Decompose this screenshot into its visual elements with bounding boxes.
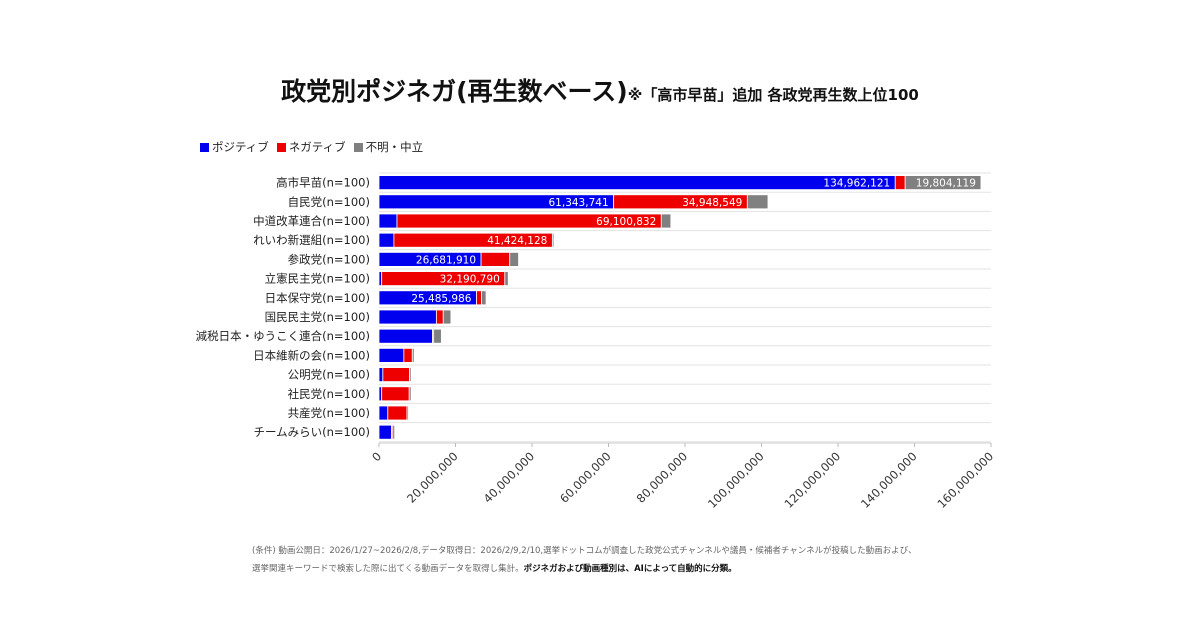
bar-segment (378, 424, 393, 440)
legend-label-negative: ネガティブ (288, 140, 346, 154)
footer-line-2-emphasis: ポジネガおよび動画種別は、AIによって自動的に分類。 (523, 564, 737, 574)
legend-item-positive: ポジティブ (200, 139, 269, 155)
bar-segment (378, 405, 389, 421)
x-tick-label: 120,000,000 (781, 449, 843, 511)
bar-segment (442, 309, 452, 325)
bar-segment (433, 328, 442, 344)
category-label: チームみらい(n=100) (253, 425, 370, 439)
x-tick-label: 20,000,000 (404, 449, 460, 505)
bar-segment (378, 328, 433, 344)
data-label: 134,962,121 (823, 178, 890, 190)
category-label: 参政党(n=100) (288, 252, 370, 266)
legend-swatch-neutral (353, 142, 363, 152)
category-label: 公明党(n=100) (288, 368, 370, 382)
legend-swatch-negative (276, 142, 286, 152)
x-tick-label: 140,000,000 (858, 449, 920, 511)
category-label: れいわ新選組(n=100) (253, 233, 370, 247)
bar-segment (387, 405, 408, 421)
bar-segment (476, 290, 482, 306)
category-label: 高市早苗(n=100) (276, 176, 370, 190)
bar-segment (403, 347, 413, 363)
bar-segment (411, 347, 415, 363)
category-label: 減税日本・ゆうこく連合(n=100) (196, 329, 370, 343)
chart-title: 政党別ポジネガ(再生数ベース)※「高市早苗」追加 各政党再生数上位100 (0, 72, 1200, 108)
x-tick-label: 60,000,000 (557, 449, 613, 505)
bar-segment (406, 405, 409, 421)
bar-segment (904, 175, 982, 191)
bar-segment (378, 347, 405, 363)
bar-segment (480, 251, 511, 267)
legend-item-neutral: 不明・中立 (353, 139, 424, 155)
x-tick-label: 40,000,000 (481, 449, 537, 505)
bar-segment (378, 271, 383, 287)
chart-title-main: 政党別ポジネガ(再生数ベース) (281, 77, 628, 106)
bar-segment (378, 367, 384, 383)
legend-item-negative: ネガティブ (276, 139, 346, 155)
legend-swatch-positive (200, 142, 209, 152)
bar-segment (551, 232, 555, 248)
data-label: 25,485,986 (411, 293, 471, 305)
chart-legend: ポジティブ ネガティブ 不明・中立 (200, 139, 423, 155)
data-label: 69,100,832 (596, 216, 656, 228)
category-label: 中道改革連合(n=100) (253, 214, 370, 228)
footer-line-1: (条件) 動画公開日：2026/1/27~2026/2/8,データ取得日：202… (252, 546, 917, 556)
bar-segment (378, 213, 398, 229)
data-label: 32,190,790 (440, 274, 500, 286)
category-label: 日本保守党(n=100) (265, 291, 370, 305)
bar-segment (378, 175, 896, 191)
category-label: 立憲民主党(n=100) (265, 272, 370, 286)
bar-segment (378, 232, 395, 248)
footer-line-2: 選挙関連キーワードで検索した際に出てくる動画データを取得し集計。ポジネガおよび動… (252, 560, 1012, 578)
bar-segment (409, 367, 412, 383)
x-tick-label: 160,000,000 (934, 449, 996, 511)
category-label: 社民党(n=100) (288, 387, 370, 401)
bar-segment (509, 251, 519, 267)
data-label: 61,343,741 (549, 197, 609, 209)
category-label: 国民民主党(n=100) (265, 310, 370, 324)
bar-segment (382, 367, 411, 383)
data-label: 41,424,128 (487, 235, 547, 247)
legend-label-positive: ポジティブ (212, 140, 269, 154)
footer-note: (条件) 動画公開日：2026/1/27~2026/2/8,データ取得日：202… (252, 542, 1012, 578)
bar-segment (660, 213, 672, 229)
data-label: 19,804,119 (916, 178, 976, 190)
footer-line-2-prefix: 選挙関連キーワードで検索した際に出てくる動画データを取得し集計。 (252, 564, 524, 574)
bar-segment (378, 386, 383, 402)
stacked-bar-chart: 0 20,000,000 40,000,000 60,000,000 80,000,00… (196, 172, 996, 511)
bar-segment (435, 309, 444, 325)
bar-segment (392, 424, 396, 440)
category-label: 共産党(n=100) (288, 406, 370, 420)
x-tick-label: 100,000,000 (705, 449, 767, 511)
bar-segment (504, 271, 509, 287)
x-tick-label: 0 (369, 449, 384, 464)
bar-segment (746, 194, 769, 210)
bar-segment (378, 309, 437, 325)
category-label: 日本維新の会(n=100) (253, 348, 370, 362)
x-tick-label: 80,000,000 (634, 449, 690, 505)
data-label: 26,681,910 (416, 254, 476, 266)
bar-segment (381, 386, 410, 402)
legend-label-neutral: 不明・中立 (365, 140, 424, 154)
bar-segment (481, 290, 487, 306)
category-label: 自民党(n=100) (288, 195, 370, 209)
data-label: 34,948,549 (682, 197, 742, 209)
chart-title-sub: ※「高市早苗」追加 各政党再生数上位100 (627, 86, 919, 104)
bar-segment (408, 386, 412, 402)
bar-segment (894, 175, 906, 191)
